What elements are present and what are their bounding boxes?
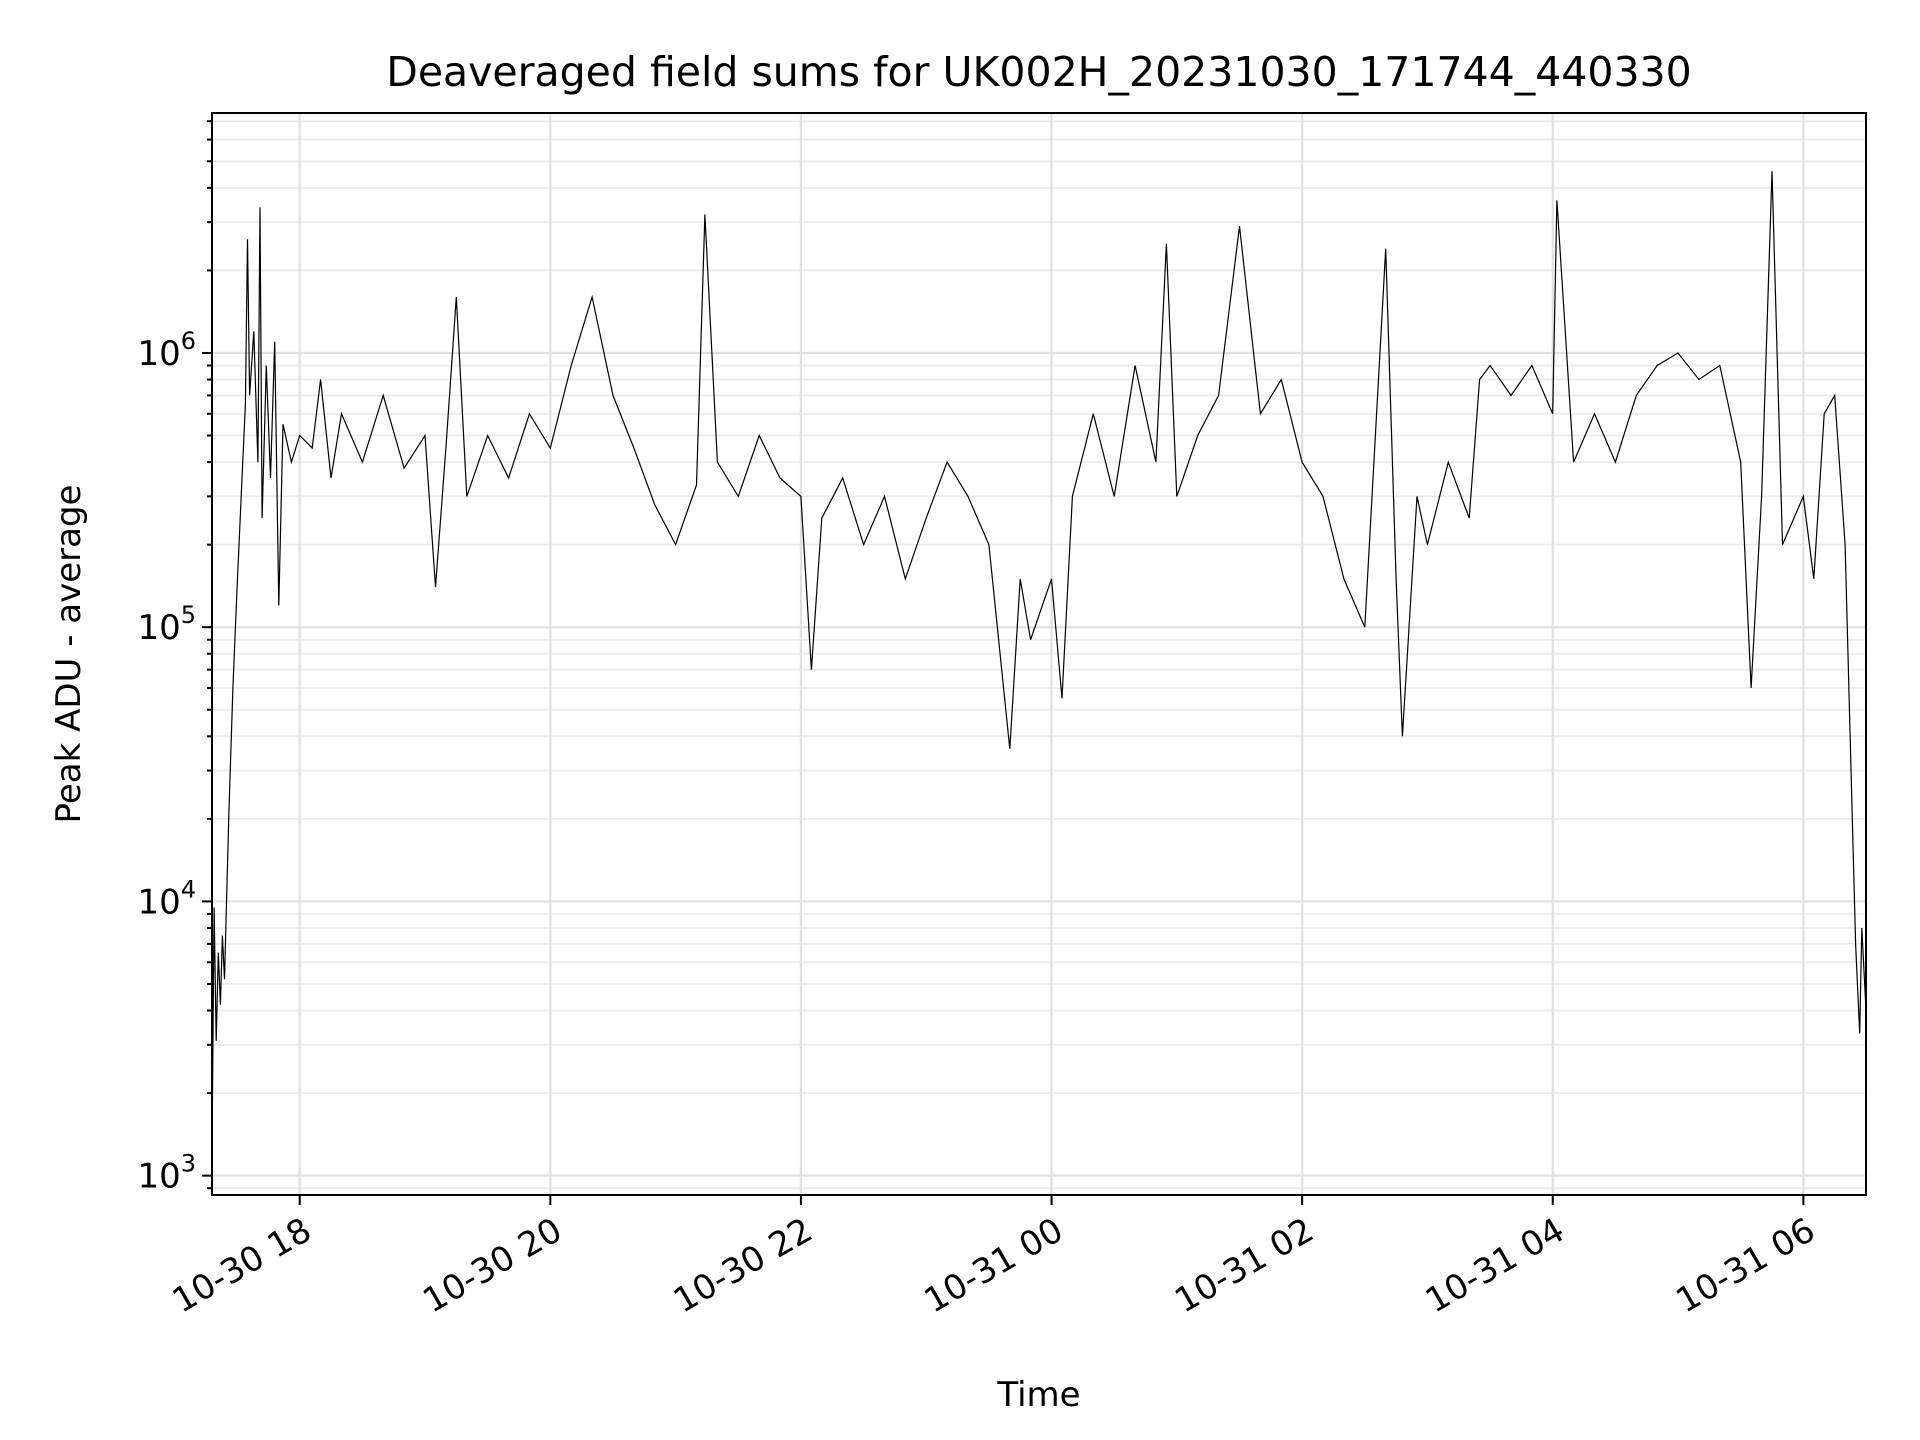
series-line <box>211 171 1867 1154</box>
series-layer <box>211 171 1867 1154</box>
y-tick-label: 103 <box>137 1150 196 1197</box>
y-tick-exponent: 5 <box>181 601 196 629</box>
y-tick-base: 10 <box>137 608 180 648</box>
y-tick-label: 106 <box>137 327 196 374</box>
y-tick-exponent: 4 <box>181 875 196 903</box>
y-tick-label: 104 <box>137 875 196 922</box>
y-axis-label: Peak ADU - average <box>49 485 89 824</box>
y-tick-label: 105 <box>137 601 196 648</box>
y-tick-base: 10 <box>137 882 180 922</box>
x-axis-label: Time <box>996 1375 1080 1415</box>
y-tick-base: 10 <box>137 334 180 374</box>
y-tick-base: 10 <box>137 1157 180 1197</box>
y-tick-exponent: 3 <box>181 1150 196 1178</box>
chart-title: Deaveraged field sums for UK002H_2023103… <box>386 48 1691 96</box>
grid <box>212 113 1866 1195</box>
y-tick-exponent: 6 <box>181 327 196 355</box>
